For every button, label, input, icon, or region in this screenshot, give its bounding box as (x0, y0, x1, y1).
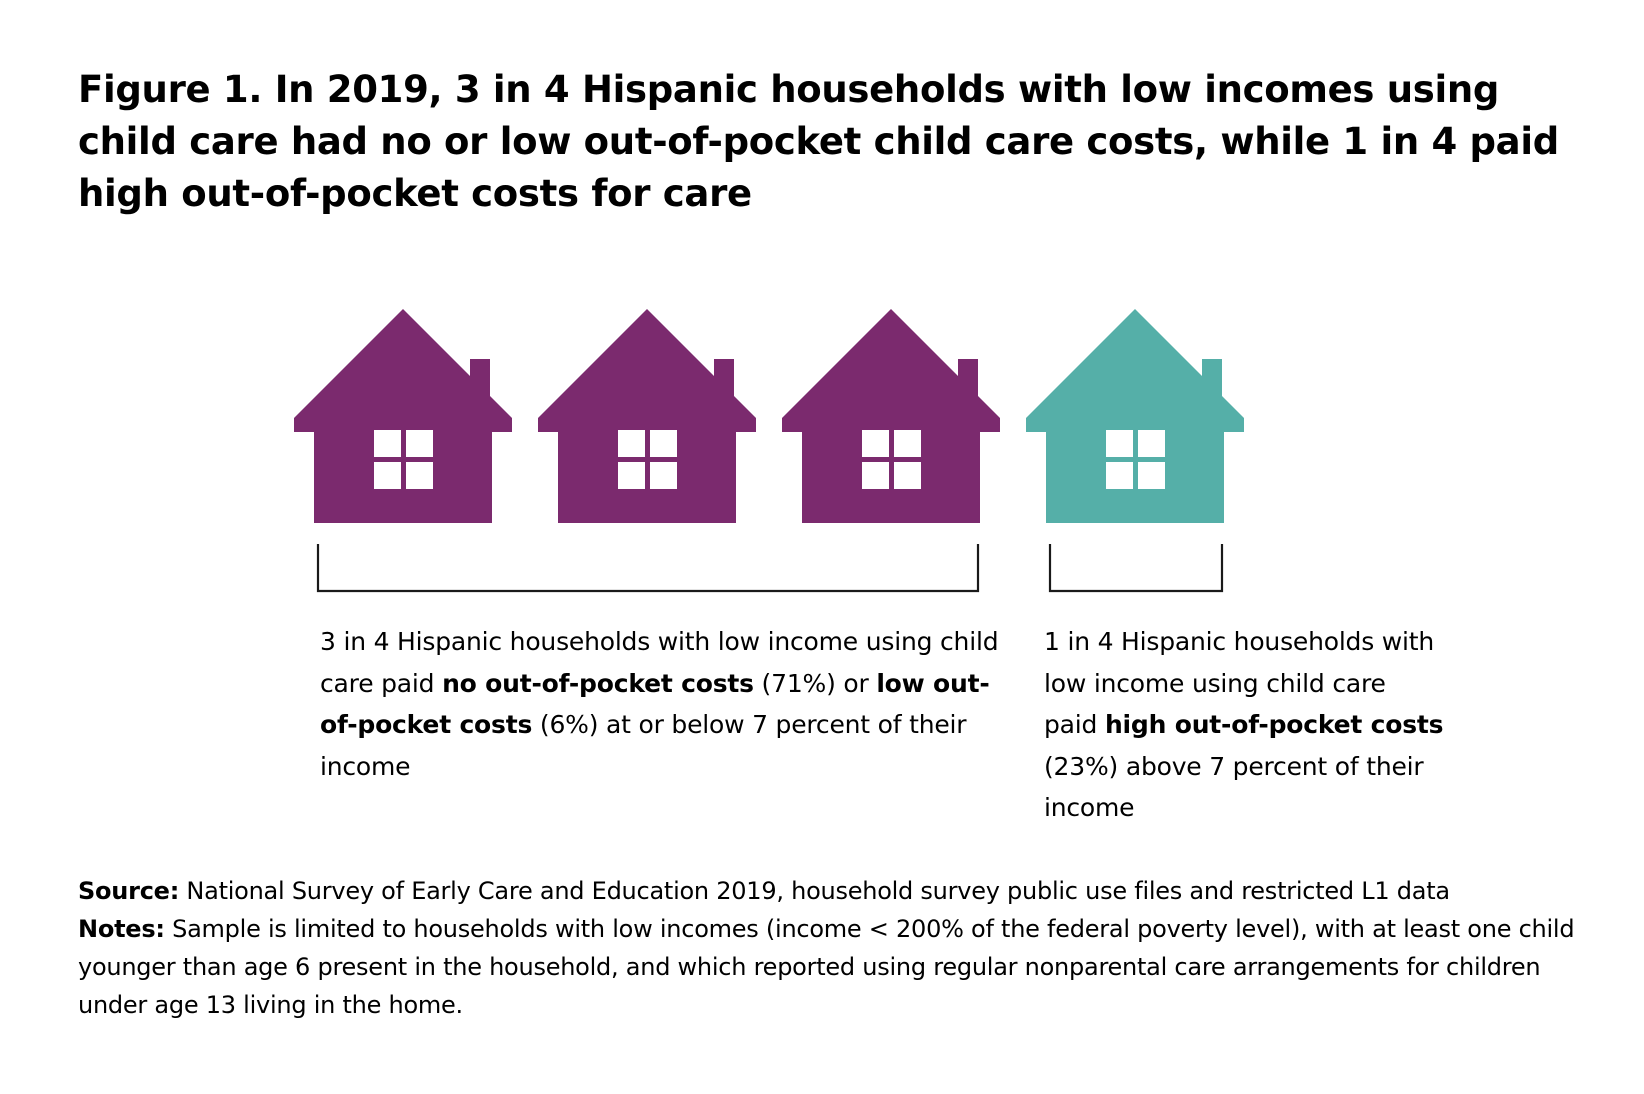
window-pane (862, 430, 889, 457)
notes-label: Notes: (78, 915, 165, 943)
caption-left-bold-no-costs: no out-of-pocket costs (442, 668, 754, 698)
window-pane (894, 462, 921, 489)
house-icon-purple (294, 309, 512, 523)
bracket-no-low-costs (316, 544, 980, 593)
window-pane (1106, 462, 1133, 489)
house-icon-purple (782, 309, 1000, 523)
window-pane (406, 430, 433, 457)
window-pane (374, 430, 401, 457)
window-pane (1106, 430, 1133, 457)
caption-no-low-costs: 3 in 4 Hispanic households with low inco… (320, 621, 1000, 787)
bracket-high-costs (1048, 544, 1224, 593)
caption-left-bold-low-costs: low out-of-pocket costs (320, 668, 990, 740)
window-pane (618, 462, 645, 489)
figure-title: Figure 1. In 2019, 3 in 4 Hispanic house… (78, 68, 1559, 215)
source-label: Source: (78, 877, 180, 905)
source-text: National Survey of Early Care and Educat… (179, 877, 1450, 905)
window-pane (406, 462, 433, 489)
notes-text: Sample is limited to households with low… (78, 915, 1575, 1019)
caption-right-text-2: (23%) above 7 percent of their income (1044, 751, 1424, 823)
house-body (782, 309, 1000, 523)
house-body (294, 309, 512, 523)
house-body (538, 309, 756, 523)
caption-right-text-1: 1 in 4 Hispanic households with low inco… (1044, 627, 1435, 739)
house-icon-teal (1026, 309, 1244, 523)
window-pane (650, 462, 677, 489)
window-pane (1138, 462, 1165, 489)
caption-right-bold-high-costs: high out-of-pocket costs (1104, 710, 1444, 739)
caption-left-text-2: (71%) or (753, 668, 877, 698)
house-icon-purple (538, 309, 756, 523)
window-pane (894, 430, 921, 457)
window-pane (862, 462, 889, 489)
house-body (1026, 309, 1244, 523)
window-pane (374, 462, 401, 489)
notes: Notes: Sample is limited to households w… (78, 910, 1608, 1024)
window-pane (650, 430, 677, 457)
window-pane (1138, 430, 1165, 457)
window-pane (618, 430, 645, 457)
caption-high-costs: 1 in 4 Hispanic households with low inco… (1044, 621, 1444, 829)
caption-left-text-1: 3 in 4 Hispanic households with low inco… (320, 627, 999, 698)
source-note: Source: National Survey of Early Care an… (78, 872, 1608, 910)
caption-left-text-3: (6%) at or below 7 percent of their inco… (320, 710, 967, 781)
